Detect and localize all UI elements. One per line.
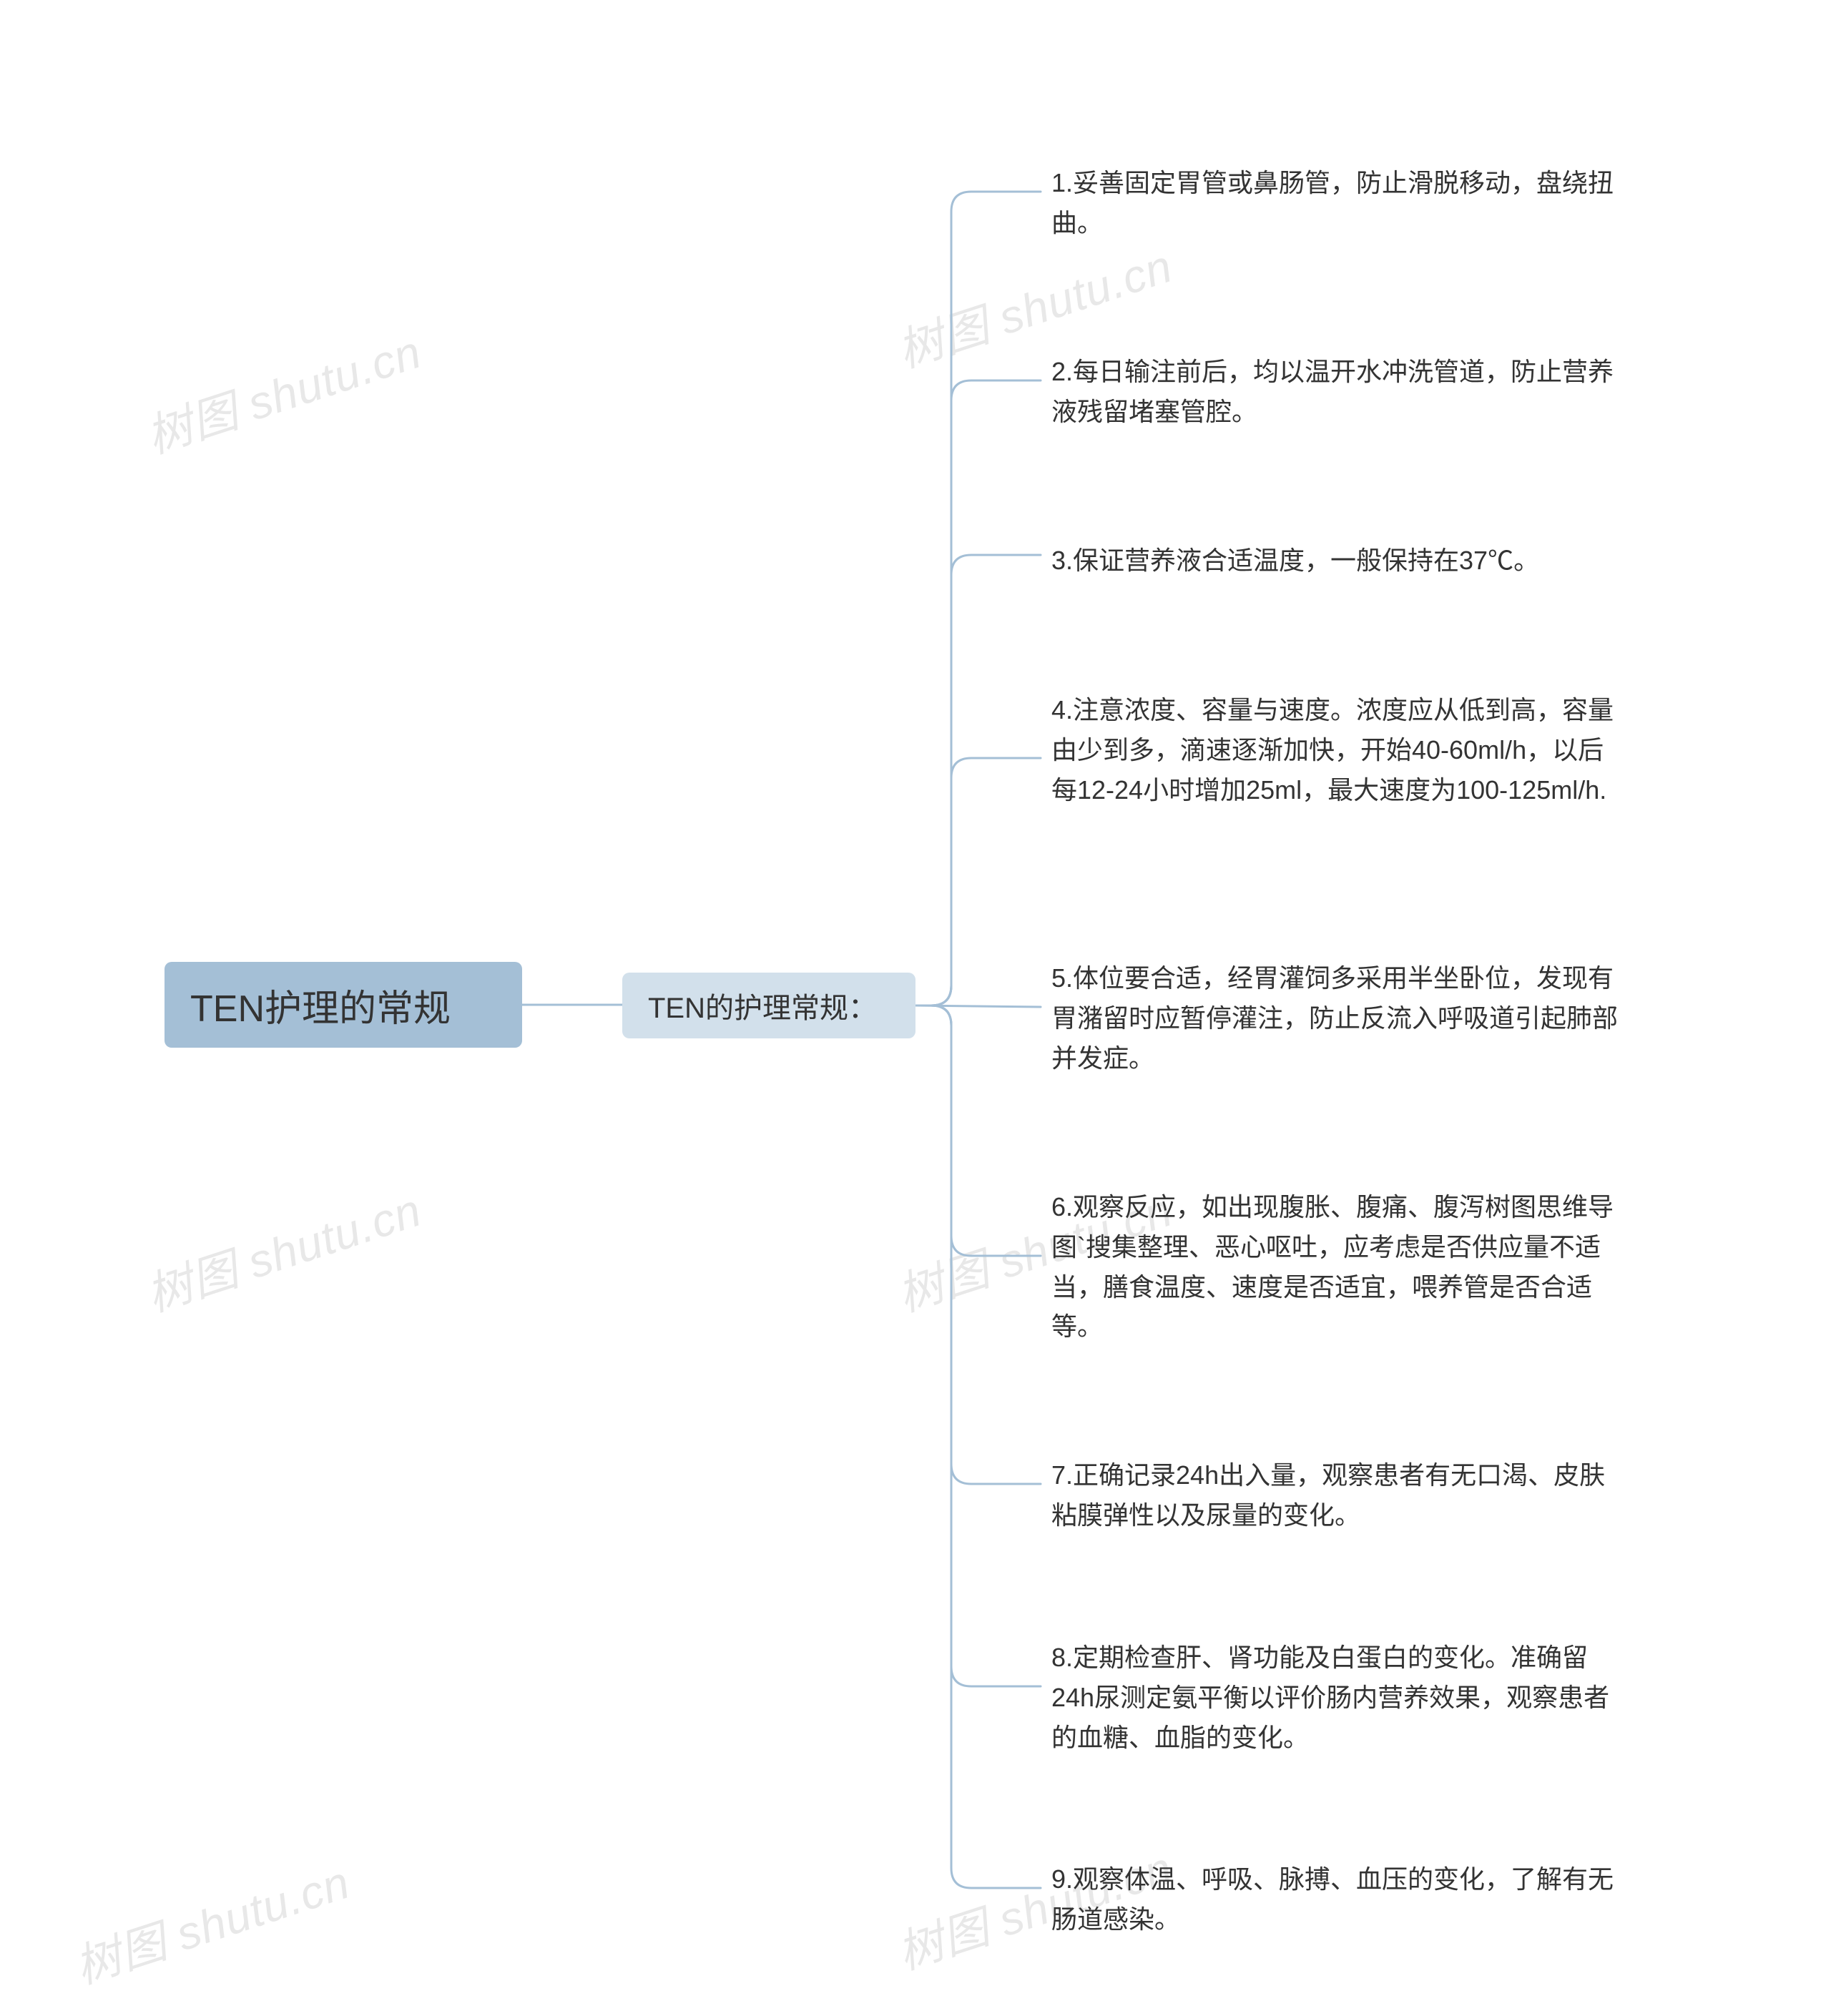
mindmap-leaf-8: 8.定期检查肝、肾功能及白蛋白的变化。准确留24h尿测定氨平衡以评价肠内营养效果…	[1051, 1638, 1624, 1757]
mindmap-mid-node: TEN的护理常规：	[622, 973, 916, 1038]
mid-label: TEN的护理常规：	[648, 985, 877, 1026]
mindmap-root-node: TEN护理的常规	[165, 962, 522, 1048]
mindmap-leaf-5: 5.体位要合适，经胃灌饲多采用半坐卧位，发现有胃潴留时应暂停灌注，防止反流入呼吸…	[1051, 958, 1624, 1078]
mindmap-leaf-3: 3.保证营养液合适温度，一般保持在37℃。	[1051, 541, 1539, 581]
root-label: TEN护理的常规	[190, 978, 451, 1032]
mindmap-leaf-1: 1.妥善固定胃管或鼻肠管，防止滑脱移动，盘绕扭曲。	[1051, 163, 1624, 243]
mindmap-leaf-2: 2.每日输注前后，均以温开水冲洗管道，防止营养液残留堵塞管腔。	[1051, 352, 1624, 432]
mindmap-leaf-7: 7.正确记录24h出入量，观察患者有无口渴、皮肤粘膜弹性以及尿量的变化。	[1051, 1455, 1624, 1535]
mindmap-leaf-4: 4.注意浓度、容量与速度。浓度应从低到高，容量由少到多，滴速逐渐加快，开始40-…	[1051, 690, 1624, 810]
mindmap-leaf-6: 6.观察反应，如出现腹胀、腹痛、腹泻树图思维导图`搜集整理、恶心呕吐，应考虑是否…	[1051, 1187, 1624, 1347]
mindmap-leaf-9: 9.观察体温、呼吸、脉搏、血压的变化，了解有无肠道感染。	[1051, 1859, 1624, 1939]
mindmap-canvas: TEN护理的常规 TEN的护理常规： 1.妥善固定胃管或鼻肠管，防止滑脱移动，盘…	[0, 0, 1831, 2016]
